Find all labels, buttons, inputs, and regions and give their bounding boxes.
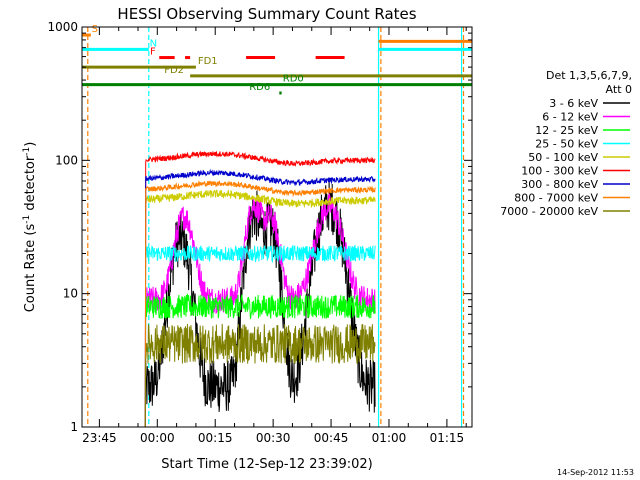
flag-label: S (92, 24, 98, 35)
x-tick-label: 00:45 (314, 431, 349, 445)
y-tick-label: 1000 (47, 20, 78, 34)
y-tick-label: 100 (55, 153, 78, 167)
y-axis-label: Count Rate (s-1 detector-1) (22, 142, 38, 313)
series-line (144, 168, 376, 428)
legend-item-label: 25 - 50 keV (535, 138, 598, 151)
x-axis-label: Start Time (12-Sep-12 23:39:02) (161, 457, 372, 472)
plot-frame (81, 26, 473, 428)
y-axis-label-close: ) (23, 142, 38, 147)
flag-label: FD1 (198, 56, 218, 67)
series-line (144, 292, 376, 428)
legend-item-label: 12 - 25 keV (535, 124, 598, 137)
x-tick-label: 01:00 (372, 431, 407, 445)
x-tick-label: 00:15 (198, 431, 233, 445)
y-axis-label-main: Count Rate (s (23, 224, 38, 313)
series-line (144, 323, 376, 428)
series-line (144, 150, 376, 428)
y-tick-label: 10 (63, 287, 78, 301)
series-line (144, 189, 376, 428)
legend-item-label: 800 - 7000 keV (514, 192, 598, 205)
footer-timestamp: 14-Sep-2012 11:53 (557, 468, 634, 477)
x-tick-label: 00:00 (140, 431, 175, 445)
y-axis-label-sup-2: -1 (22, 147, 32, 156)
flag-layer: S NF FD1 FD2 RD0 RD6 (82, 24, 472, 95)
flag-label: F (150, 47, 156, 58)
flag-label: FD2 (164, 65, 184, 76)
series-line (144, 179, 376, 428)
axes-layer: 1 10 100 1000 23:45 00:00 00:15 00:30 00:45 01:00… (47, 20, 472, 445)
legend-item-label: 7000 - 20000 keV (500, 205, 598, 218)
flag-label: RD6 (249, 82, 270, 93)
chart-title: HESSI Observing Summary Count Rates (117, 5, 416, 23)
vertical-markers (87, 27, 465, 427)
y-tick-label: 1 (70, 420, 78, 434)
x-tick-label: 23:45 (82, 431, 117, 445)
x-tick-label: 01:15 (430, 431, 465, 445)
legend-header-detectors: Det 1,3,5,6,7,9, (546, 69, 632, 82)
legend-item-label: 300 - 800 keV (521, 178, 598, 191)
legend-item-label: 100 - 300 keV (521, 165, 598, 178)
legend-item-label: 50 - 100 keV (528, 151, 598, 164)
legend-header-attenuator: Att 0 (606, 83, 632, 96)
y-axis-label-detector: detector (23, 155, 38, 215)
series-layer (144, 150, 376, 428)
y-axis-label-sup-1: -1 (22, 215, 32, 224)
legend-item-label: 6 - 12 keV (542, 111, 598, 124)
legend-item-label: 3 - 6 keV (549, 97, 598, 110)
flag-label: N (150, 38, 157, 49)
series-line (144, 192, 376, 428)
flag-label: RD0 (283, 74, 304, 85)
series-line (144, 244, 376, 428)
x-tick-label: 00:30 (256, 431, 291, 445)
